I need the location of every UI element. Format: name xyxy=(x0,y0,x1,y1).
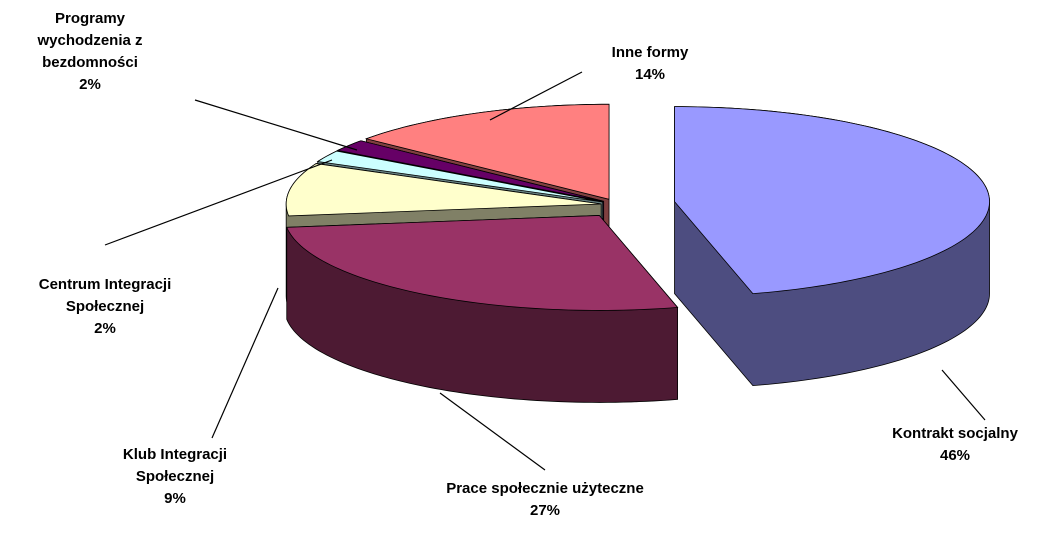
leader-line xyxy=(489,71,583,121)
leader-line xyxy=(941,369,986,421)
value-label: 14% xyxy=(634,66,666,83)
category-label: Centrum Integracji Społecznej xyxy=(38,276,172,315)
category-label: Kontrakt socjalny xyxy=(892,425,1018,442)
leader-line xyxy=(439,392,546,471)
value-label: 46% xyxy=(939,447,971,464)
slice-top xyxy=(286,215,679,311)
category-label: Klub Integracji Społecznej xyxy=(122,446,228,485)
data-label: Prace społecznie użyteczne 27% xyxy=(445,478,645,522)
slice-top xyxy=(336,140,604,202)
value-label: 2% xyxy=(94,320,116,337)
data-label: Inne formy 14% xyxy=(575,42,725,86)
value-label: 2% xyxy=(79,76,101,93)
value-label: 27% xyxy=(529,502,561,519)
slice-top xyxy=(285,163,602,217)
data-label: Klub Integracji Społecznej 9% xyxy=(95,444,255,510)
slice-top xyxy=(674,106,990,295)
leader-line xyxy=(194,99,358,151)
slice-top xyxy=(316,150,603,203)
leader-line xyxy=(211,287,279,439)
data-label: Programy wychodzenia z bezdomności 2% xyxy=(15,8,165,96)
category-label: Programy wychodzenia z bezdomności xyxy=(37,10,143,71)
value-label: 9% xyxy=(164,490,186,507)
category-label: Inne formy xyxy=(611,44,689,61)
slice xyxy=(286,215,679,403)
leader-line xyxy=(104,159,333,246)
data-label: Kontrakt socjalny 46% xyxy=(855,423,1047,467)
category-label: Prace społecznie użyteczne xyxy=(446,480,644,497)
data-label: Centrum Integracji Społecznej 2% xyxy=(5,274,205,340)
slice xyxy=(674,106,990,387)
slice-top xyxy=(364,103,610,200)
